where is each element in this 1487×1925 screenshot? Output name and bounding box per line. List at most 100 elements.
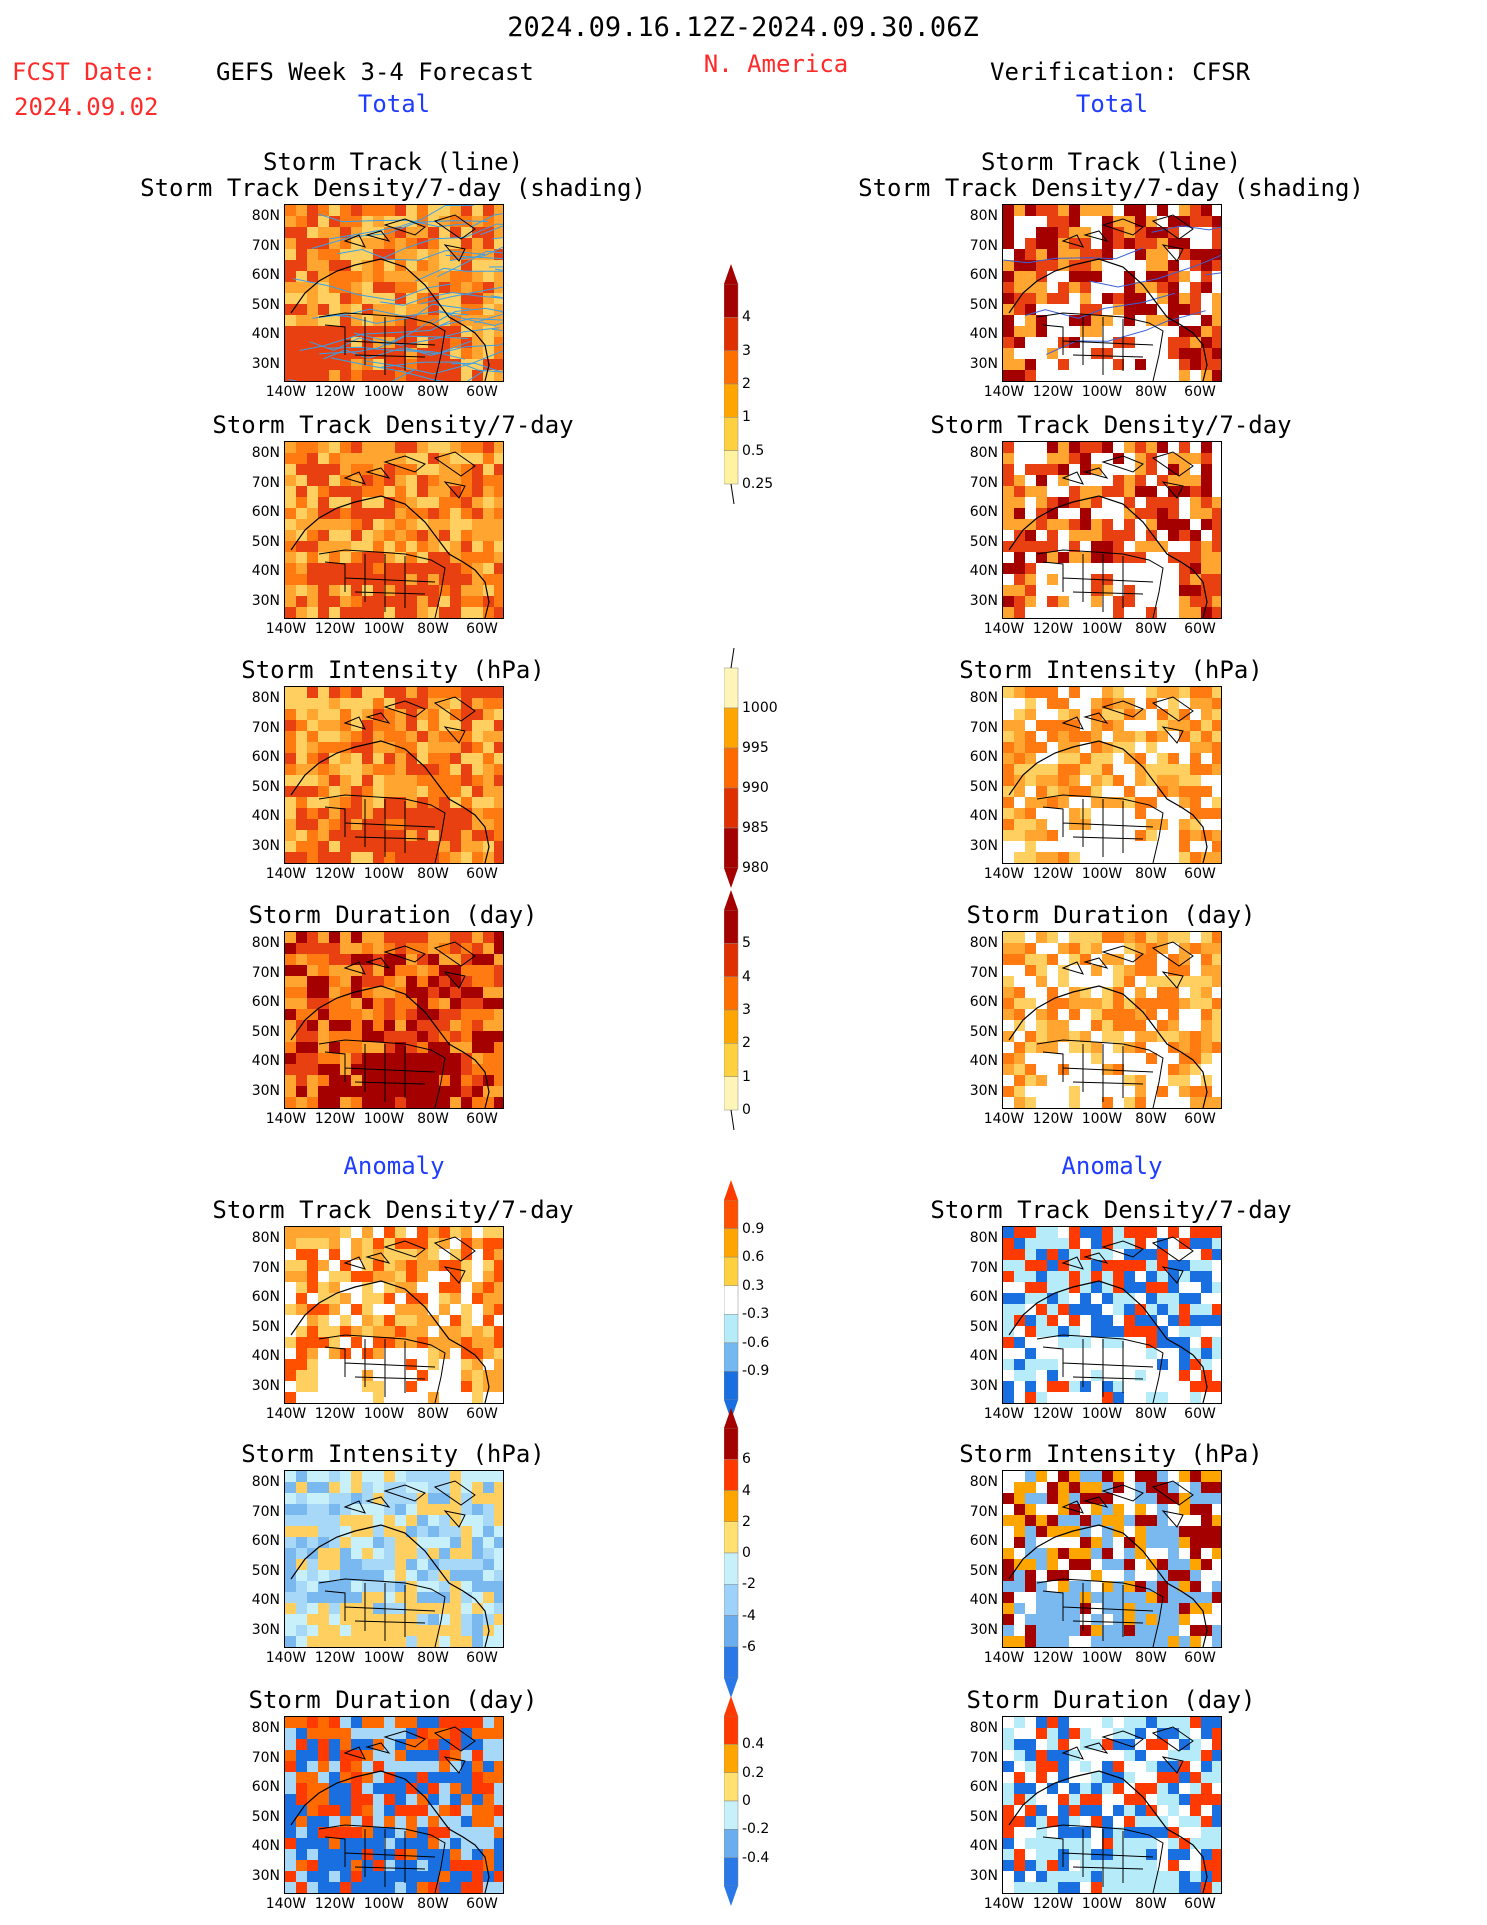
coastline <box>290 258 490 381</box>
lon-tick-label: 100W <box>1081 1896 1123 1912</box>
state-borders <box>1036 549 1164 618</box>
arctic-islands <box>343 214 476 262</box>
state-borders <box>318 1039 446 1108</box>
forecast-map-panel <box>284 1716 504 1894</box>
lon-tick-label: 60W <box>1184 866 1216 882</box>
shading-field <box>285 1227 503 1403</box>
verification-map-panel <box>1002 1716 1222 1894</box>
colorbar-segment <box>723 1285 739 1315</box>
colorbar-label: -0.3 <box>742 1306 770 1323</box>
map-svg <box>1003 442 1221 618</box>
lat-tick-label: 70N <box>251 1503 280 1520</box>
lat-tick-label: 60N <box>969 267 998 283</box>
lat-tick-label: 30N <box>969 355 998 372</box>
colorbar-label: 0.4 <box>742 1736 765 1753</box>
verification-map-panel <box>1002 441 1222 619</box>
arctic-islands <box>1061 214 1194 262</box>
lat-tick-label: 40N <box>251 1592 280 1608</box>
colorbar-segment <box>723 1256 739 1286</box>
colorbar-tip-top <box>724 264 738 284</box>
colorbar-tip-bottom <box>724 868 738 888</box>
lon-tick-label: 80W <box>417 384 449 400</box>
forecast-panel-title: Storm Duration (day) <box>248 901 538 929</box>
colorbar-label: 985 <box>742 820 769 836</box>
lon-tick-label: 100W <box>1081 866 1123 882</box>
colorbar-label: 0.5 <box>742 442 765 459</box>
colorbar-segment <box>723 1427 739 1460</box>
shading-field <box>285 932 503 1108</box>
colorbar-tip-top <box>724 1696 738 1716</box>
region-title: N. America <box>703 50 849 78</box>
lon-tick-label: 60W <box>466 1111 498 1127</box>
lat-tick-label: 50N <box>251 1808 280 1825</box>
lon-tick-label: 100W <box>363 621 405 637</box>
colorbar-label: 1 <box>742 409 751 426</box>
lon-tick-label: 140W <box>983 1896 1025 1912</box>
colorbar-segment <box>723 1009 739 1044</box>
forecast-title: GEFS Week 3-4 Forecast <box>216 58 534 86</box>
lon-tick-label: 60W <box>466 621 498 637</box>
colorbar-label: 0 <box>742 1545 751 1561</box>
lon-tick-label: 100W <box>363 1111 405 1127</box>
lon-tick-label: 140W <box>265 1111 307 1127</box>
map-svg <box>285 932 503 1108</box>
lat-tick-label: 70N <box>251 719 280 736</box>
lat-tick-label: 30N <box>969 837 998 854</box>
colorbar-label: 0.25 <box>742 476 774 492</box>
colorbar-segment <box>723 417 739 451</box>
lon-tick-label: 80W <box>1135 1111 1167 1127</box>
lon-tick-label: 140W <box>265 1650 307 1666</box>
colorbar-label: 980 <box>742 860 769 876</box>
colorbar-label: -0.4 <box>742 1849 770 1866</box>
colorbar-label: 4 <box>742 968 751 985</box>
state-borders <box>318 549 446 618</box>
lat-tick-label: 30N <box>969 1377 998 1394</box>
verification-panel-title: Storm Intensity (hPa) <box>959 1440 1263 1468</box>
shading-field <box>285 1717 503 1893</box>
coastline <box>290 1770 490 1893</box>
storm-tracks <box>288 205 503 381</box>
lon-tick-label: 140W <box>983 866 1025 882</box>
forecast-panel-title: Storm Duration (day) <box>248 1686 538 1714</box>
colorbar-segment <box>723 1314 739 1344</box>
shading-field <box>1003 442 1221 618</box>
lon-tick-label: 60W <box>466 866 498 882</box>
state-borders <box>1036 1578 1164 1647</box>
lat-tick-label: 80N <box>969 1720 998 1736</box>
colorbar <box>723 264 744 508</box>
forecast-map-panel <box>284 441 504 619</box>
lon-tick-label: 80W <box>417 1111 449 1127</box>
lon-tick-label: 120W <box>1032 1406 1074 1422</box>
lon-tick-label: 60W <box>466 384 498 400</box>
shading-field <box>285 687 503 863</box>
lon-tick-label: 80W <box>1135 621 1167 637</box>
shading-field <box>285 442 503 618</box>
colorbar-label: 990 <box>742 780 769 796</box>
verification-map-panel <box>1002 931 1222 1109</box>
state-borders <box>1036 794 1164 863</box>
colorbar-label: -2 <box>742 1576 756 1593</box>
lat-tick-label: 50N <box>251 1562 280 1579</box>
colorbar-tip-top <box>724 1180 738 1200</box>
lon-tick-label: 120W <box>1032 866 1074 882</box>
colorbar-segment <box>723 1715 739 1745</box>
arctic-islands <box>343 451 476 499</box>
lon-tick-label: 120W <box>1032 1111 1074 1127</box>
colorbar-segment <box>723 909 739 944</box>
colorbar-segment <box>723 283 739 318</box>
colorbar-segment <box>723 450 739 485</box>
lat-tick-label: 80N <box>969 1230 998 1246</box>
lon-tick-label: 80W <box>417 1650 449 1666</box>
storm-tracks <box>1003 225 1221 355</box>
colorbar-label: 0 <box>742 1793 751 1809</box>
map-svg <box>285 1717 503 1893</box>
lat-tick-label: 50N <box>969 533 998 550</box>
coastline <box>1008 1280 1208 1403</box>
lon-tick-label: 60W <box>466 1406 498 1422</box>
lon-tick-label: 80W <box>1135 1896 1167 1912</box>
forecast-panel-title: Storm Intensity (hPa) <box>241 656 545 684</box>
lon-tick-label: 80W <box>417 1896 449 1912</box>
lat-tick-label: 40N <box>969 1348 998 1364</box>
verification-panel-title: Storm Track Density/7-day <box>930 411 1292 439</box>
forecast-panel-title: Storm Track Density/7-day (shading) <box>140 174 646 202</box>
